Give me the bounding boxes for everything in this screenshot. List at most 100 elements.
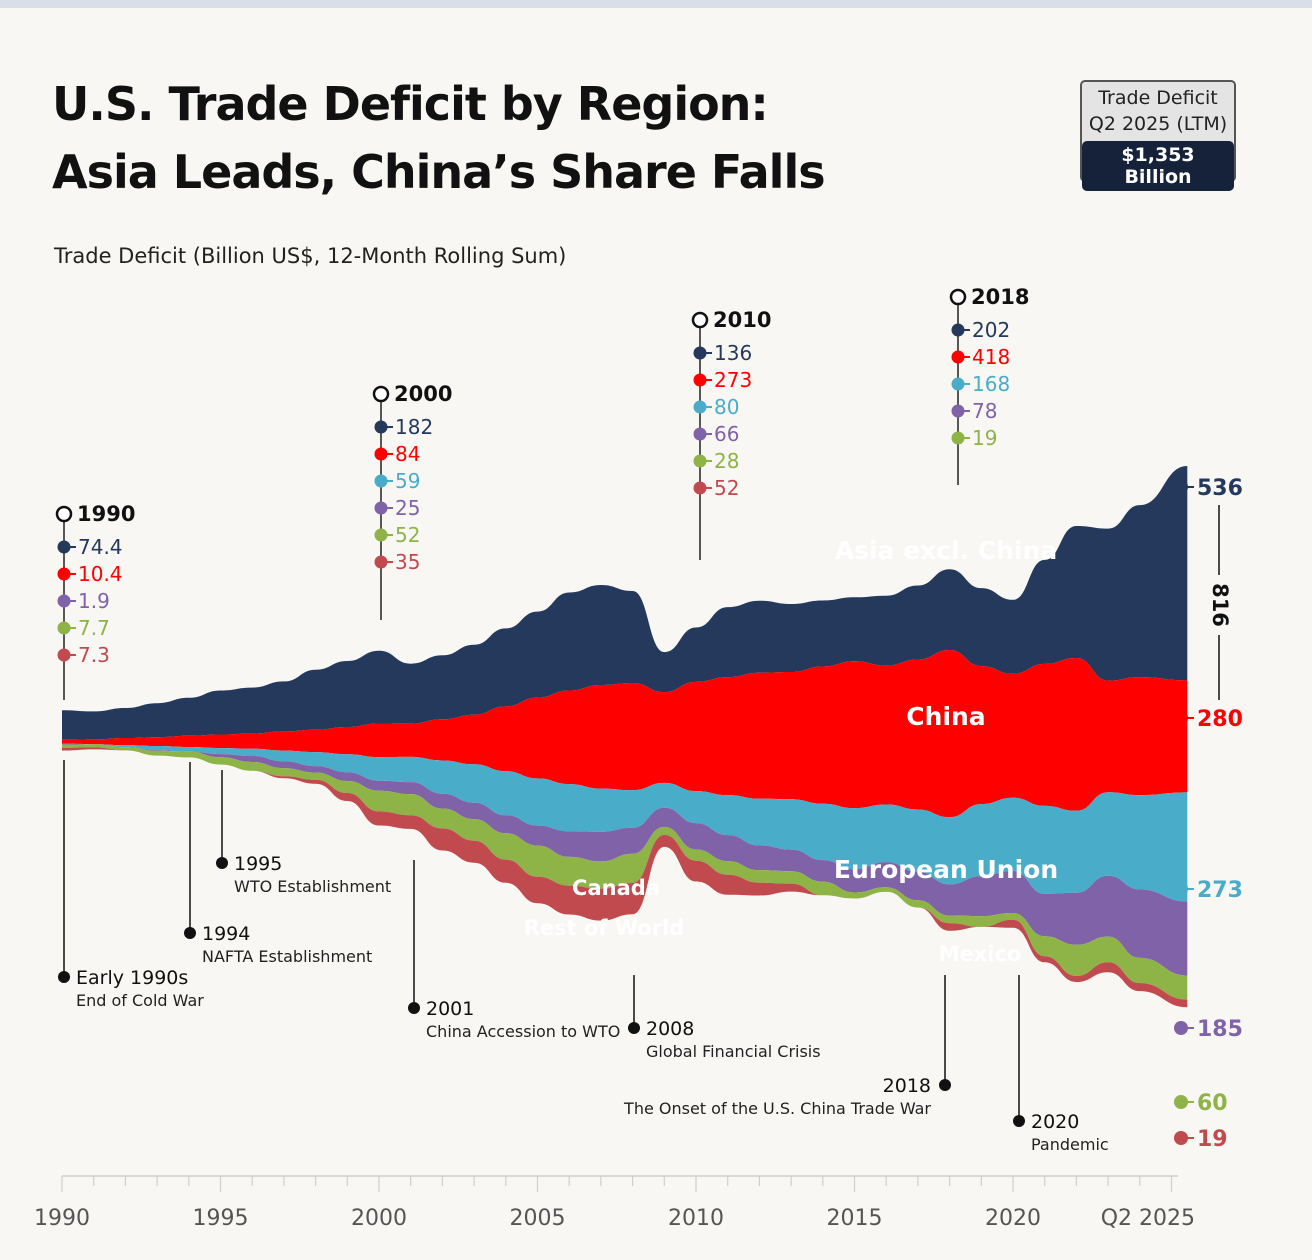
event-description: Global Financial Crisis [646, 1042, 821, 1061]
event-dot [58, 971, 70, 983]
event-dot [628, 1022, 640, 1034]
event-description: End of Cold War [76, 991, 204, 1010]
end-value: 19 [1197, 1127, 1228, 1152]
badge-period: Q2 2025 (LTM) [1088, 113, 1228, 135]
end-value: 185 [1197, 1017, 1243, 1042]
area-canada [62, 744, 1188, 1000]
callout-value: 202 [972, 318, 1010, 342]
end-value: 280 [1197, 707, 1243, 732]
event-dot [216, 857, 228, 869]
callout-value: 418 [972, 345, 1010, 369]
x-tick-label: 2010 [668, 1206, 724, 1231]
callout-year: 1990 [77, 502, 135, 526]
total-deficit-badge: Trade Deficit Q2 2025 (LTM) $1,353 Billi… [1080, 80, 1236, 191]
callout-value: 74.4 [78, 535, 123, 559]
callout-value: 25 [395, 496, 420, 520]
event-description: NAFTA Establishment [202, 947, 372, 966]
event-2001: 2001 China Accession to WTO [408, 860, 620, 1041]
callout-value: 28 [714, 449, 739, 473]
x-tick-label: 2005 [510, 1206, 566, 1231]
callout-value: 182 [395, 415, 433, 439]
event-dot [939, 1079, 951, 1091]
event-1995: 1995 WTO Establishment [216, 770, 391, 896]
x-axis: 1990 1995 2000 2005 2010 2015 2020 Q2 2025 [34, 1175, 1195, 1231]
callout-value: 80 [714, 395, 739, 419]
event-description: Pandemic [1031, 1135, 1109, 1154]
callout-2000: 2000 182 84 59 25 52 35 [372, 382, 452, 620]
callout-marker [55, 505, 73, 523]
end-value: 273 [1197, 878, 1243, 903]
end-label-european-union: 273 [1174, 878, 1243, 903]
event-dot [184, 927, 196, 939]
chart-title: U.S. Trade Deficit by Region: Asia Leads… [52, 70, 826, 206]
event-2018: 2018 The Onset of the U.S. China Trade Wa… [623, 975, 951, 1118]
region-label-european-union: European Union [834, 855, 1058, 884]
bracket-label: 816 [1208, 583, 1232, 627]
callout-value: 273 [714, 368, 752, 392]
callout-value: 168 [972, 372, 1010, 396]
event-label: 1994 [202, 923, 250, 945]
event-description: The Onset of the U.S. China Trade War [623, 1099, 931, 1118]
callout-marker [691, 311, 709, 329]
callout-1990: 1990 74.4 10.4 1.9 7.7 7.3 [55, 502, 135, 700]
end-label-mexico: 185 [1174, 1017, 1243, 1042]
event-dot [1013, 1115, 1025, 1127]
region-label-mexico: Mexico [939, 942, 1022, 966]
end-label-asia-excl-china: 536 [1174, 476, 1243, 501]
event-2020: 2020 Pandemic [1013, 975, 1109, 1154]
badge-value: $1,353 Billion [1082, 141, 1234, 191]
event-1994: 1994 NAFTA Establishment [184, 762, 372, 966]
top-rule [0, 0, 1312, 8]
event-description: WTO Establishment [234, 877, 391, 896]
stream-areas [62, 466, 1188, 1008]
callout-value: 1.9 [78, 589, 110, 613]
callout-value: 84 [395, 442, 420, 466]
title-line-1: U.S. Trade Deficit by Region: [52, 77, 769, 131]
event-label: 2018 [883, 1075, 931, 1097]
event-label: 2001 [426, 998, 474, 1020]
callout-value: 10.4 [78, 562, 123, 586]
area-china [62, 650, 1188, 818]
event-label: 1995 [234, 853, 282, 875]
callout-value: 7.3 [78, 643, 110, 667]
callout-2010: 2010 136 273 80 66 28 52 [691, 308, 771, 560]
asia-total-bracket: 816 [1208, 505, 1232, 700]
callout-value: 136 [714, 341, 752, 365]
end-label-rest-of-world: 19 [1174, 1127, 1228, 1152]
event-2008: 2008 Global Financial Crisis [628, 975, 821, 1061]
region-label-rest-of-world: Rest of World [524, 916, 685, 940]
end-label-china: 280 [1174, 707, 1243, 732]
callout-value: 35 [395, 550, 420, 574]
callout-2018: 2018 202 418 168 78 19 [949, 285, 1029, 485]
area-asia-excl-china [62, 466, 1188, 740]
x-tick-label: 1990 [34, 1206, 90, 1231]
end-label-canada: 60 [1174, 1091, 1228, 1116]
event-dot [408, 1002, 420, 1014]
event-label: 2008 [646, 1018, 694, 1040]
callout-marker [372, 385, 390, 403]
callout-year: 2000 [394, 382, 452, 406]
x-tick-label: 2000 [351, 1206, 407, 1231]
chart-subtitle: Trade Deficit (Billion US$, 12-Month Rol… [54, 244, 567, 268]
x-tick-label: 2015 [827, 1206, 883, 1231]
x-tick-label: 1995 [193, 1206, 249, 1231]
callout-value: 7.7 [78, 616, 110, 640]
callout-value: 52 [714, 476, 739, 500]
end-value: 536 [1197, 476, 1243, 501]
event-label: Early 1990s [76, 967, 188, 989]
callout-value: 66 [714, 422, 739, 446]
event-label: 2020 [1031, 1111, 1079, 1133]
title-line-2: Asia Leads, China’s Share Falls [52, 145, 826, 199]
event-description: China Accession to WTO [426, 1022, 620, 1041]
badge-label: Trade Deficit [1098, 87, 1218, 109]
callout-marker [949, 288, 967, 306]
event-early-1990s: Early 1990s End of Cold War [58, 760, 204, 1010]
x-tick-label: 2020 [985, 1206, 1041, 1231]
region-label-china: China [906, 702, 985, 731]
area-rest-of-world [62, 747, 1188, 1008]
callout-value: 78 [972, 399, 997, 423]
region-label-asia-excl-china: Asia excl. China [835, 536, 1057, 565]
callout-value: 59 [395, 469, 420, 493]
region-label-canada: Canada [572, 876, 660, 900]
